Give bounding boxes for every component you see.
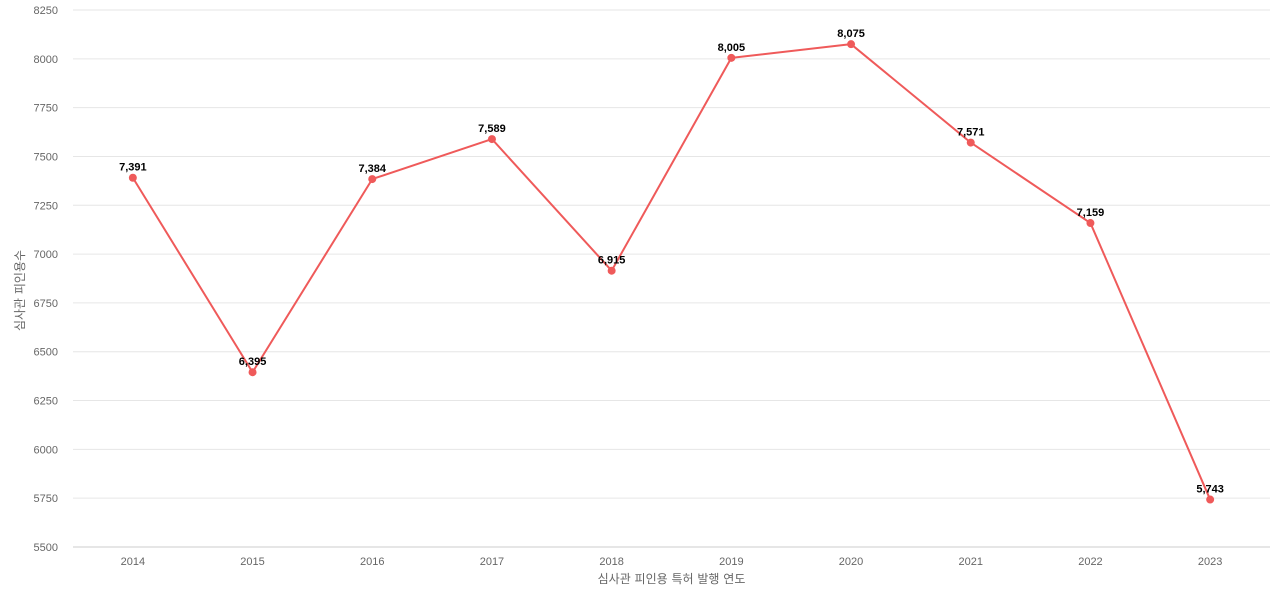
- y-tick-label: 7000: [34, 249, 58, 261]
- x-tick-label: 2019: [719, 556, 743, 568]
- y-tick-label: 5750: [34, 493, 58, 505]
- grid-layer: [73, 9, 1270, 499]
- data-point[interactable]: [128, 173, 137, 182]
- x-tick-label: 2017: [480, 556, 504, 568]
- x-tick-label: 2015: [240, 556, 264, 568]
- y-tick-label: 8250: [34, 5, 58, 17]
- x-tick-label: 2023: [1198, 556, 1222, 568]
- x-tick-label: 2022: [1078, 556, 1102, 568]
- y-tick-label: 6000: [34, 444, 58, 456]
- data-point[interactable]: [1086, 219, 1095, 228]
- y-tick-label: 6500: [34, 347, 58, 359]
- y-tick-label: 7750: [34, 103, 58, 115]
- data-point[interactable]: [487, 135, 496, 144]
- data-label: 5,743: [1196, 484, 1224, 496]
- y-tick-label: 8000: [34, 54, 58, 66]
- data-labels: 7,391 6,395 7,384 7,589 6,915 8,005 8,075 7,571…: [119, 28, 1224, 495]
- data-label: 7,384: [358, 163, 386, 175]
- y-tick-label: 5500: [34, 542, 58, 554]
- x-tick-label: 2021: [959, 556, 983, 568]
- data-label: 6,395: [239, 356, 267, 368]
- data-point[interactable]: [1206, 495, 1215, 504]
- x-tick-label: 2016: [360, 556, 384, 568]
- x-tick-label: 2020: [839, 556, 863, 568]
- data-point[interactable]: [727, 53, 736, 62]
- data-point[interactable]: [966, 138, 975, 147]
- x-axis-title: 심사관 피인용 특허 발행 연도: [598, 571, 746, 586]
- data-point[interactable]: [248, 368, 257, 377]
- y-tick-label: 7500: [34, 151, 58, 163]
- series-line: [131, 43, 1212, 500]
- x-tick-label: 2018: [599, 556, 623, 568]
- y-tick-label: 7250: [34, 200, 58, 212]
- y-axis-title: 심사관 피인용수: [13, 250, 27, 331]
- data-point[interactable]: [607, 266, 616, 275]
- data-point[interactable]: [847, 40, 856, 49]
- x-tick-label: 2014: [121, 556, 145, 568]
- data-label: 8,005: [718, 42, 746, 54]
- y-tick-label: 6250: [34, 396, 58, 408]
- data-label: 7,391: [119, 162, 147, 174]
- series-layer: [128, 40, 1215, 504]
- x-axis-ticks: 2014 2015 2016 2017 2018 2019 2020 2021 2022 2023: [121, 556, 1223, 568]
- data-label: 7,571: [957, 127, 985, 139]
- data-point[interactable]: [368, 175, 377, 184]
- y-tick-label: 6750: [34, 298, 58, 310]
- data-label: 6,915: [598, 255, 626, 267]
- data-label: 7,589: [478, 123, 506, 135]
- data-label: 8,075: [837, 28, 865, 40]
- data-label: 7,159: [1077, 207, 1105, 219]
- y-axis-ticks: 5500 5750 6000 6250 6500 6750 7000 7250 7500 7750…: [34, 5, 58, 554]
